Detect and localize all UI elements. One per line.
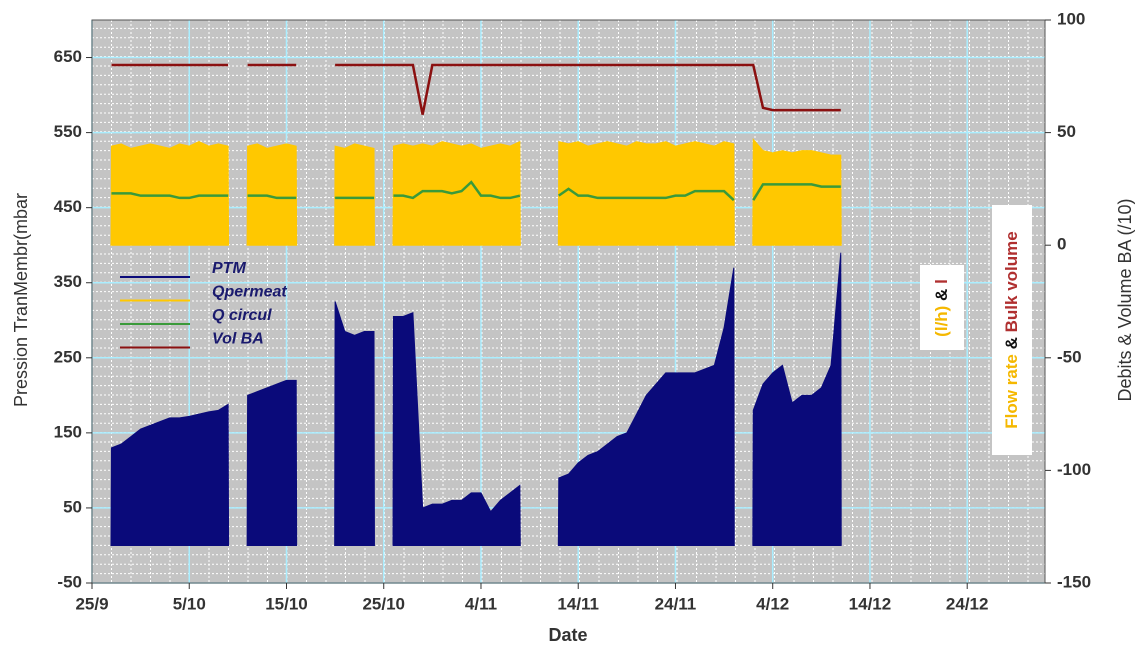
x-tick-label: 4/11 <box>465 594 497 613</box>
y-tick-label: 350 <box>54 272 82 291</box>
annotation-part: l <box>932 279 951 284</box>
annotation: Flow rate & Bulk volume <box>1002 231 1021 428</box>
series-line <box>111 180 841 202</box>
y2-tick-label: 50 <box>1057 122 1076 141</box>
y-tick-label: 450 <box>54 197 82 216</box>
annotation-part: (l/h) <box>932 306 951 337</box>
y2-tick-label: -150 <box>1057 572 1091 591</box>
legend-label: Vol BA <box>212 331 264 348</box>
y-tick-label: 650 <box>54 47 82 66</box>
annotation-box <box>920 265 964 350</box>
y-tick-label: 250 <box>54 347 82 366</box>
x-tick-label: 14/11 <box>557 594 599 613</box>
series-area <box>110 252 842 546</box>
y2-tick-label: 100 <box>1057 9 1085 28</box>
x-tick-label: 4/12 <box>756 594 789 613</box>
annotation-part: & <box>932 289 951 301</box>
x-tick-label: 24/11 <box>655 594 697 613</box>
x-tick-label: 25/9 <box>75 594 108 613</box>
annotation-part: Flow rate <box>1002 354 1021 429</box>
y-tick-label: -50 <box>57 572 82 591</box>
y-tick-label: 150 <box>54 422 82 441</box>
y-tick-label: 550 <box>54 122 82 141</box>
y-axis-label: Pression TranMembr(mbar <box>11 193 31 407</box>
x-tick-label: 24/12 <box>946 594 989 613</box>
y2-axis-label: Debits & Volume BA (/10) <box>1115 198 1135 401</box>
x-tick-label: 5/10 <box>173 594 206 613</box>
y-tick-label: 50 <box>63 497 82 516</box>
x-tick-label: 15/10 <box>265 594 308 613</box>
y2-tick-label: -50 <box>1057 347 1082 366</box>
legend-label: Qpermeat <box>212 284 287 301</box>
y2-tick-label: -100 <box>1057 460 1091 479</box>
y2-tick-label: 0 <box>1057 235 1066 254</box>
annotation-part: & <box>1002 337 1021 349</box>
x-axis-label: Date <box>548 625 587 645</box>
x-tick-label: 14/12 <box>849 594 892 613</box>
plot-frame <box>91 19 1046 584</box>
legend-label: Q circul <box>212 307 272 324</box>
annotation-part: Bulk volume <box>1002 231 1021 332</box>
annotation-box <box>992 205 1032 455</box>
series-area <box>110 138 842 246</box>
x-tick-label: 25/10 <box>362 594 405 613</box>
series-line <box>111 63 841 115</box>
legend-label: PTM <box>212 260 246 277</box>
annotation: (l/h) & l <box>932 279 951 337</box>
